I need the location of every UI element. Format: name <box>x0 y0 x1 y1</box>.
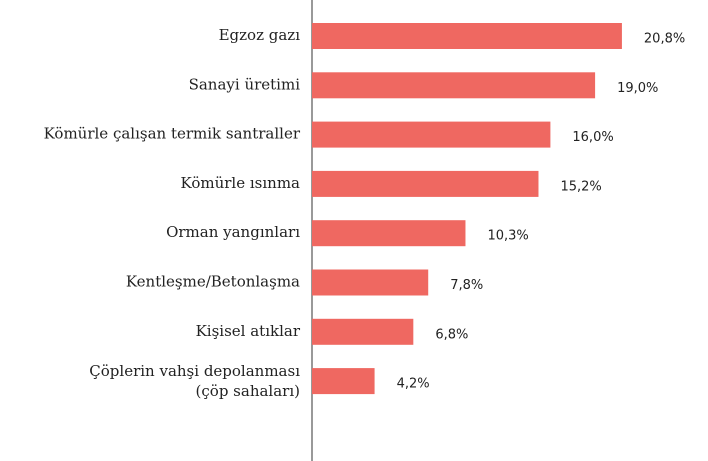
bar <box>312 170 539 197</box>
value-label: 15,2% <box>560 179 601 194</box>
value-label: 20,8% <box>644 32 685 47</box>
category-label: Çöplerin vahşi depolanması <box>89 362 300 380</box>
bar <box>312 318 414 345</box>
bar <box>312 121 551 148</box>
category-label: Kömürle çalışan termik santraller <box>44 125 301 143</box>
category-label: Kişisel atıklar <box>196 322 301 340</box>
value-label: 16,0% <box>572 130 613 145</box>
bar <box>312 368 375 395</box>
value-label: 6,8% <box>435 327 468 342</box>
category-label: Kömürle ısınma <box>181 174 301 192</box>
bar <box>312 72 596 99</box>
bar <box>312 23 622 49</box>
bar <box>312 269 429 296</box>
category-label: Orman yangınları <box>166 223 300 241</box>
category-label: Egzoz gazı <box>219 26 301 44</box>
value-label: 19,0% <box>617 81 658 96</box>
value-label: 10,3% <box>487 229 528 244</box>
value-label: 4,2% <box>397 377 430 392</box>
category-label: Kentleşme/Betonlaşma <box>126 273 300 291</box>
category-label: (çöp sahaları) <box>196 382 300 400</box>
value-label: 7,8% <box>450 278 483 293</box>
bar <box>312 220 466 247</box>
category-label: Sanayi üretimi <box>189 75 301 93</box>
